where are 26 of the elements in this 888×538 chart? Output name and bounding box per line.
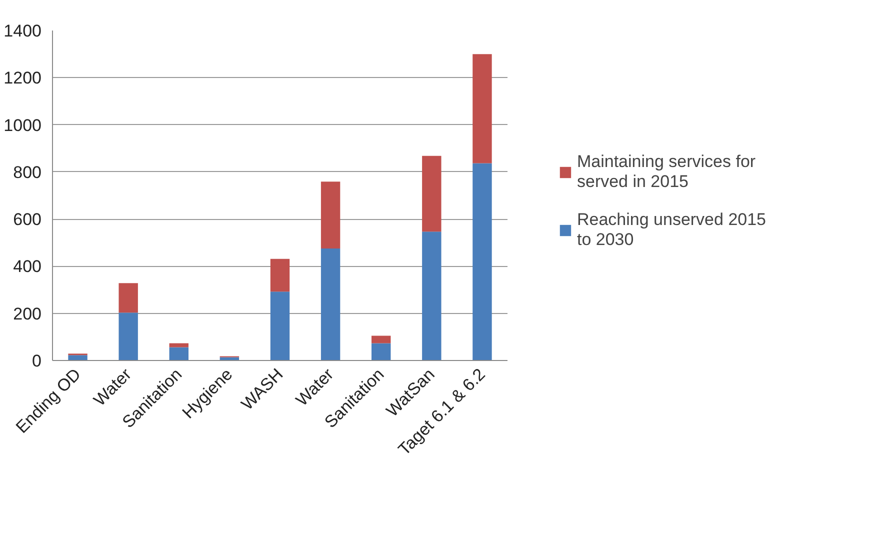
bar [372, 343, 391, 360]
bar [169, 343, 188, 348]
legend-label: Maintaining services for served in 2015 [576, 152, 756, 192]
y-tick-label: 600 [13, 210, 42, 230]
legend-label: Reaching unserved 2015 to 2030 [576, 210, 766, 250]
bar [270, 292, 290, 360]
y-tick-label: 400 [13, 257, 42, 276]
bar [220, 357, 240, 360]
bar [320, 182, 340, 249]
bar [422, 232, 442, 360]
bar [118, 283, 138, 313]
y-tick-label: 200 [13, 304, 42, 324]
bar [270, 258, 290, 292]
bar [372, 336, 391, 344]
bar [118, 312, 138, 360]
bar [422, 156, 442, 232]
bar [472, 163, 492, 360]
y-tick-label: 0 [32, 352, 42, 370]
y-tick-label: 1200 [4, 68, 42, 88]
y-tick-label: 800 [13, 162, 42, 182]
bar [472, 54, 492, 164]
y-tick-label: 1400 [4, 22, 42, 40]
bar [320, 248, 340, 360]
y-tick-label: 1000 [4, 116, 42, 135]
bar [169, 347, 188, 360]
bar [68, 355, 88, 360]
